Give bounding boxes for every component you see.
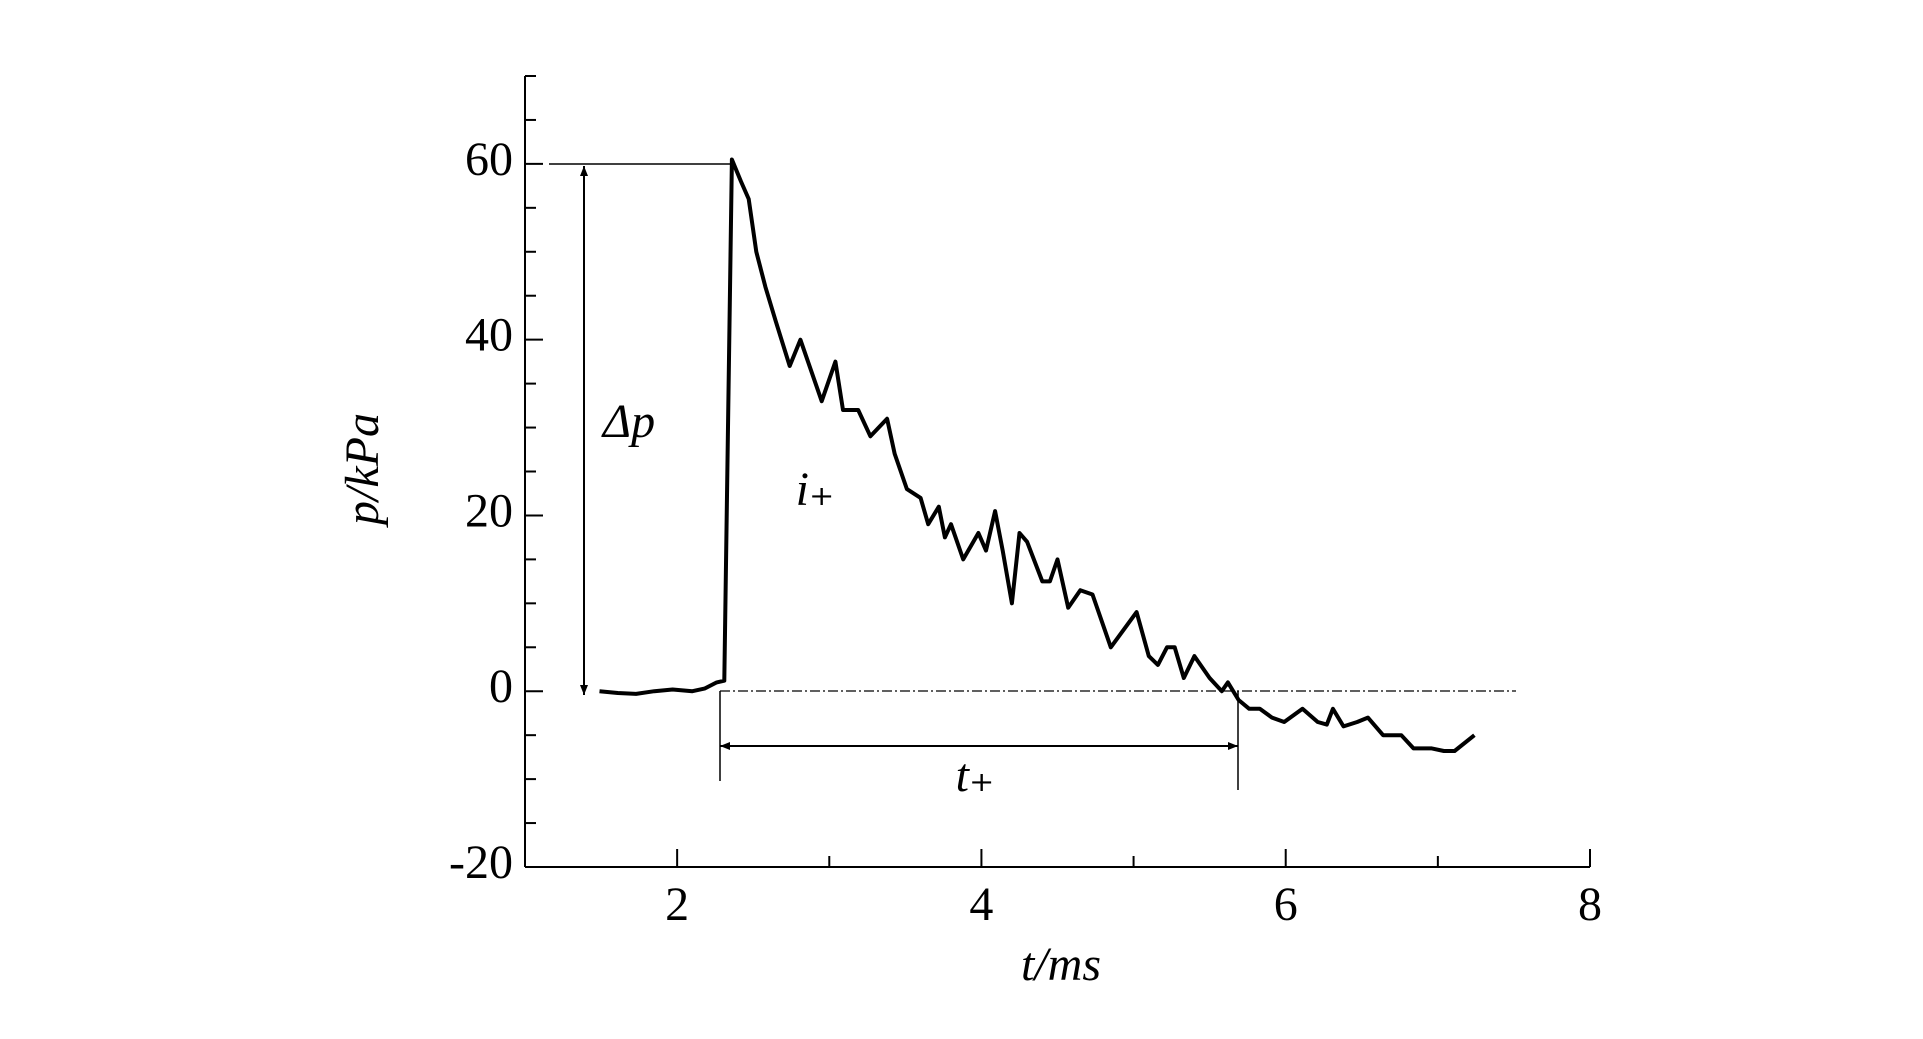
annotation: t₊ — [956, 749, 995, 802]
x-tick-label: 4 — [969, 878, 993, 931]
x-axis-label: t/ms — [1021, 938, 1101, 991]
y-axis-label: p/kPa — [336, 413, 389, 528]
y-tick-label: 40 — [465, 309, 513, 362]
x-tick-label: 6 — [1274, 878, 1298, 931]
y-tick-label: 20 — [465, 484, 513, 537]
y-tick-label: 0 — [489, 660, 513, 713]
annotation: i₊ — [796, 463, 835, 516]
annotation: Δp — [601, 395, 655, 448]
data-line — [599, 157, 1476, 753]
x-tick-label: 8 — [1578, 878, 1602, 931]
y-tick-label: -20 — [449, 836, 513, 889]
y-tick-label: 60 — [465, 133, 513, 186]
x-tick-label: 2 — [665, 878, 689, 931]
